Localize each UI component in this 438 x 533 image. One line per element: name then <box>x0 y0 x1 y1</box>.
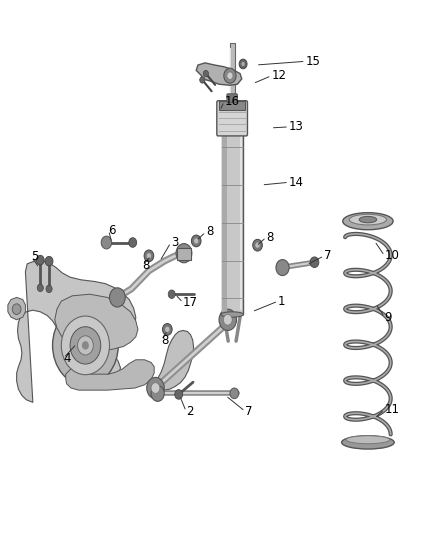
Circle shape <box>162 324 172 335</box>
Ellipse shape <box>342 436 394 449</box>
Ellipse shape <box>343 213 393 230</box>
Circle shape <box>101 236 112 249</box>
Circle shape <box>151 385 164 401</box>
Circle shape <box>175 390 183 399</box>
FancyBboxPatch shape <box>177 248 191 260</box>
Circle shape <box>239 59 247 69</box>
Circle shape <box>70 327 101 364</box>
Circle shape <box>310 257 319 268</box>
Polygon shape <box>66 360 154 390</box>
FancyBboxPatch shape <box>222 131 243 314</box>
Circle shape <box>230 388 239 399</box>
Circle shape <box>227 72 233 79</box>
Text: 11: 11 <box>385 403 399 416</box>
Text: 16: 16 <box>224 95 239 108</box>
Polygon shape <box>17 260 136 402</box>
Text: 7: 7 <box>324 249 332 262</box>
Ellipse shape <box>221 312 244 317</box>
Polygon shape <box>55 294 138 351</box>
Text: 14: 14 <box>289 176 304 189</box>
FancyBboxPatch shape <box>219 101 245 110</box>
Circle shape <box>110 288 125 307</box>
Circle shape <box>61 316 110 375</box>
Circle shape <box>255 243 260 248</box>
Text: 13: 13 <box>289 120 304 133</box>
Text: 2: 2 <box>186 405 194 418</box>
Text: 5: 5 <box>32 251 39 263</box>
FancyBboxPatch shape <box>217 101 247 136</box>
Text: 8: 8 <box>161 334 169 346</box>
Text: 8: 8 <box>266 231 274 244</box>
Circle shape <box>219 309 237 330</box>
Text: 6: 6 <box>109 224 116 237</box>
Text: 17: 17 <box>183 296 198 309</box>
FancyBboxPatch shape <box>227 94 237 102</box>
Circle shape <box>241 62 245 66</box>
Circle shape <box>276 260 289 276</box>
Circle shape <box>176 244 192 263</box>
FancyBboxPatch shape <box>230 43 235 136</box>
Circle shape <box>78 336 93 355</box>
Circle shape <box>147 377 164 399</box>
Ellipse shape <box>346 436 390 443</box>
Text: 3: 3 <box>171 236 178 249</box>
Circle shape <box>144 250 154 262</box>
Circle shape <box>200 77 205 83</box>
Text: 1: 1 <box>278 295 286 308</box>
Text: 9: 9 <box>385 311 392 324</box>
Text: 12: 12 <box>272 69 286 82</box>
Circle shape <box>37 284 43 292</box>
Text: 4: 4 <box>64 352 71 365</box>
Circle shape <box>194 238 198 244</box>
Ellipse shape <box>359 216 377 223</box>
Circle shape <box>129 238 137 247</box>
Circle shape <box>53 305 118 385</box>
Circle shape <box>45 256 53 266</box>
Polygon shape <box>196 63 242 85</box>
Ellipse shape <box>349 214 386 225</box>
Text: 8: 8 <box>142 259 150 272</box>
Circle shape <box>12 304 21 314</box>
Circle shape <box>36 255 44 265</box>
Text: 10: 10 <box>385 249 399 262</box>
Circle shape <box>223 314 232 325</box>
Text: 7: 7 <box>245 405 253 418</box>
Text: 8: 8 <box>206 225 213 238</box>
Polygon shape <box>153 330 194 390</box>
Circle shape <box>203 70 208 77</box>
FancyBboxPatch shape <box>222 131 227 314</box>
Circle shape <box>151 383 160 393</box>
Circle shape <box>224 68 236 83</box>
Circle shape <box>165 327 170 332</box>
Circle shape <box>191 235 201 247</box>
Ellipse shape <box>221 127 244 134</box>
Circle shape <box>46 285 52 293</box>
Polygon shape <box>8 297 25 320</box>
Circle shape <box>168 290 175 298</box>
Circle shape <box>253 239 262 251</box>
Circle shape <box>147 253 151 259</box>
Circle shape <box>82 341 89 350</box>
Text: 15: 15 <box>306 55 321 68</box>
